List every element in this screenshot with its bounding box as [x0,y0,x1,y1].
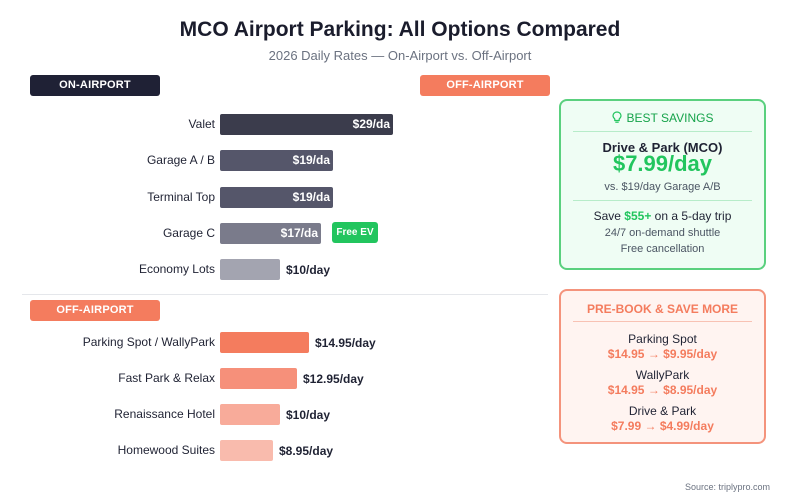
bar: $29/da [220,114,393,135]
prebook-item-name: Parking Spot [628,332,697,346]
prebook-item-deal: $14.95 → $8.95/day [607,383,718,397]
prebook-header: PRE-BOOK & SAVE MORE [586,302,739,316]
chart-subtitle: 2026 Daily Rates — On-Airport vs. Off-Ai… [268,48,532,63]
savings-line: Save $55+ on a 5-day trip [561,209,764,223]
card-divider [573,131,752,132]
best-savings-header-text: BEST SAVINGS [626,111,714,125]
best-savings-header: BEST SAVINGS [571,111,754,127]
feature-cancellation: Free cancellation [620,243,705,255]
prebook-item-deal: $14.95 → $9.95/day [607,347,718,361]
bar [220,440,273,461]
card-divider [573,321,752,322]
bar: $19/da [220,150,333,171]
bar-value-label: $10/day [286,408,331,422]
best-savings-card: BEST SAVINGS Drive & Park (MCO) $7.99/da… [559,99,766,270]
category-label: Garage A / B [146,153,215,167]
bar-value-label: $29/da [352,117,390,131]
category-label: Garage C [162,226,215,240]
prebook-item-name: Drive & Park [628,404,697,418]
category-label: Economy Lots [138,262,215,276]
best-option-compare: vs. $19/day Garage A/B [604,181,721,193]
lightbulb-icon [611,111,622,127]
savings-suffix: on a 5-day trip [651,209,732,223]
category-label: Fast Park & Relax [118,371,215,385]
bar-value-label: $19/da [292,153,330,167]
section-divider [22,294,548,295]
bar-value-label: $19/da [292,190,330,204]
bar-value-label: $8.95/day [279,444,334,458]
savings-prefix: Save [593,209,625,223]
chart-title: MCO Airport Parking: All Options Compare… [179,18,621,41]
category-label: Valet [188,117,215,131]
section-pill-on-airport: ON-AIRPORT [30,75,160,96]
feature-shuttle: 24/7 on-demand shuttle [604,227,721,239]
bar-value-label: $17/da [280,226,318,240]
prebook-item-deal: $7.99 → $4.99/day [611,419,714,433]
section-pill-off-airport: OFF-AIRPORT [30,300,160,321]
category-label: Parking Spot / WallyPark [82,335,215,349]
bar [220,368,297,389]
best-option-name: Drive & Park (MCO) [602,140,723,155]
savings-amount: $55+ [624,209,652,223]
category-label: Terminal Top [147,190,215,204]
category-label: Renaissance Hotel [114,407,215,421]
source-note: Source: triplypro.com [684,482,770,492]
bar-value-label: $14.95/day [315,336,376,350]
free-ev-badge: Free EV [332,222,378,243]
best-option-price: $7.99/day [612,151,713,176]
bar-value-label: $10/day [286,263,331,277]
bar [220,404,280,425]
section-pill-off-airport-top: OFF-AIRPORT [420,75,550,96]
prebook-item-name: WallyPark [635,368,690,382]
bar [220,259,280,280]
prebook-card: PRE-BOOK & SAVE MORE Parking Spot $14.95… [559,289,766,444]
bar [220,332,309,353]
bar: $19/da [220,187,333,208]
bar: $17/da [220,223,321,244]
category-label: Homewood Suites [117,443,215,457]
bar-value-label: $12.95/day [303,372,364,386]
card-divider [573,200,752,201]
